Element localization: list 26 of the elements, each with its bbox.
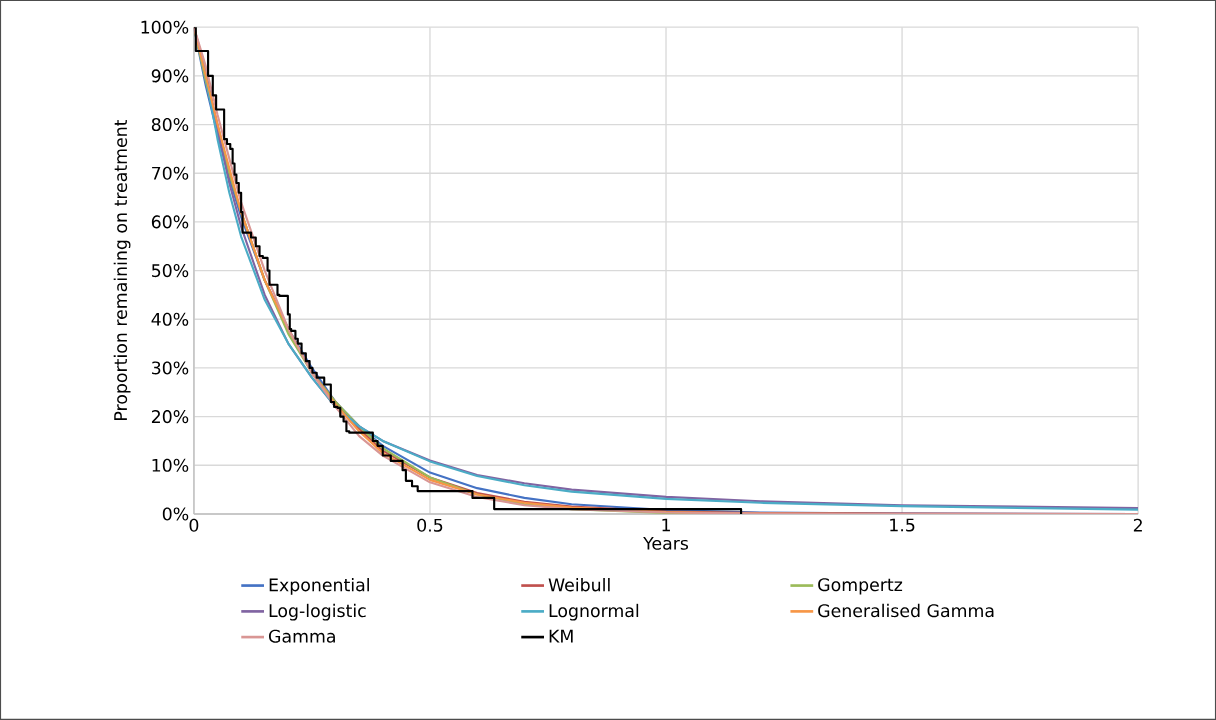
y-tick-label: 70%	[152, 166, 189, 180]
legend-label: Weibull	[548, 578, 610, 592]
y-tick-label: 30%	[151, 361, 189, 375]
y-axis-title: Proportion remaining on treatment	[113, 119, 131, 420]
y-tick-label: 20%	[151, 410, 189, 424]
y-tick-label: 0%	[162, 507, 189, 521]
x-tick-label: 0	[189, 518, 199, 532]
y-tick-label: 10%	[152, 458, 189, 472]
legend-label: Exponential	[269, 578, 369, 595]
y-tick-label: 100%	[141, 20, 189, 34]
legend-label: Log-logistic	[269, 603, 366, 621]
y-tick-label: 40%	[151, 312, 189, 326]
y-tick-label: 60%	[151, 215, 189, 229]
x-tick-label: 1	[662, 518, 670, 532]
y-tick-label: 80%	[151, 118, 189, 132]
legend-label: Generalised Gamma	[818, 603, 994, 618]
y-tick-label: 50%	[152, 264, 189, 278]
legend-label: KM	[549, 629, 573, 643]
legend-label: Lognormal	[549, 603, 639, 621]
x-tick-label: 2	[1133, 518, 1142, 532]
legend-label: Gamma	[269, 629, 335, 643]
x-axis-title: Years	[643, 537, 689, 550]
x-tick-label: 1.5	[890, 518, 915, 532]
x-tick-label: 0.5	[417, 518, 443, 532]
y-tick-label: 90%	[151, 69, 189, 83]
legend-label: Gompertz	[818, 578, 903, 595]
